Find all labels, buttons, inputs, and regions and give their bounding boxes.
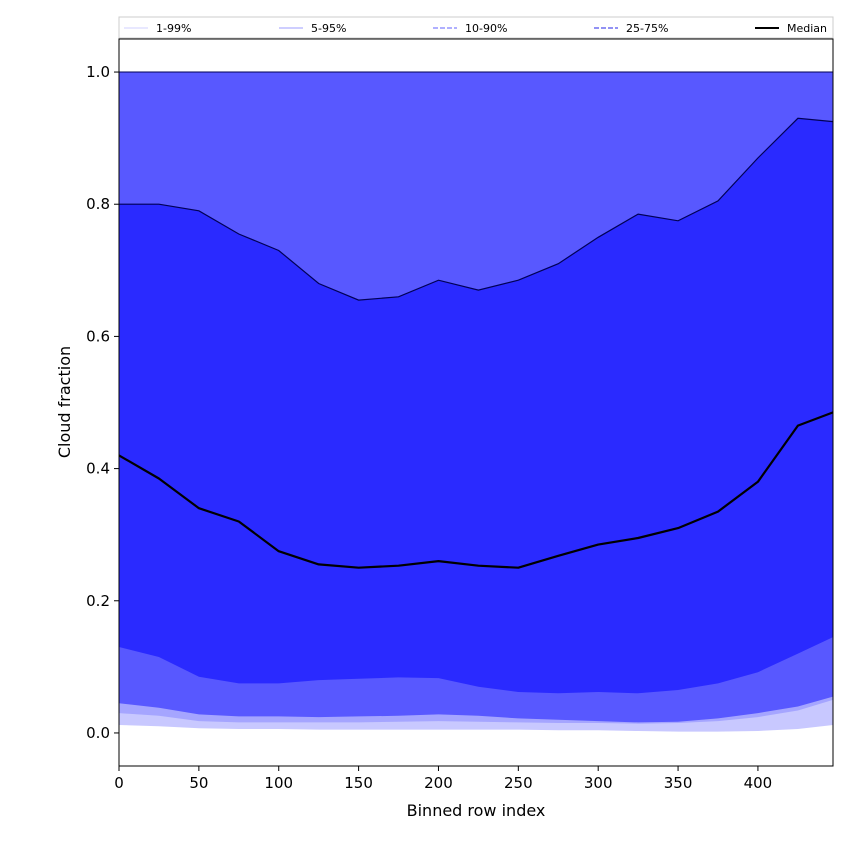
x-tick-label: 400 bbox=[744, 774, 773, 792]
plot-frame bbox=[118, 38, 834, 767]
percentile-lines bbox=[118, 71, 834, 569]
x-axis: 0 50 100 150 200 250 300 350 400 bbox=[114, 766, 772, 792]
legend-label: 1-99% bbox=[156, 22, 191, 35]
x-tick-label: 300 bbox=[584, 774, 613, 792]
y-axis-label: Cloud fraction bbox=[55, 346, 74, 458]
x-tick-label: 100 bbox=[264, 774, 293, 792]
y-tick-label: 0.6 bbox=[86, 327, 110, 345]
y-tick-label: 1.0 bbox=[86, 63, 110, 81]
legend-item-5-95: 5-95% bbox=[279, 22, 346, 35]
band-25-75 bbox=[119, 118, 833, 694]
y-tick-label: 0.2 bbox=[86, 592, 110, 610]
legend: 1-99% 5-95% 10-90% 25-75% Median bbox=[118, 16, 834, 39]
x-tick-label: 350 bbox=[664, 774, 693, 792]
y-tick-label: 0.0 bbox=[86, 724, 110, 742]
legend-label: 25-75% bbox=[626, 22, 668, 35]
x-tick-label: 150 bbox=[344, 774, 373, 792]
y-tick-label: 0.8 bbox=[86, 195, 110, 213]
line-25-75-upper bbox=[119, 117, 834, 301]
series-median-line bbox=[118, 411, 834, 569]
x-tick-label: 50 bbox=[189, 774, 208, 792]
legend-item-1-99: 1-99% bbox=[124, 22, 191, 35]
legend-item-25-75: 25-75% bbox=[594, 22, 668, 35]
y-axis: 0.0 0.2 0.4 0.6 0.8 1.0 bbox=[86, 63, 119, 742]
legend-label: Median bbox=[787, 22, 827, 35]
percentile-bands bbox=[119, 72, 833, 732]
legend-item-10-90: 10-90% bbox=[433, 22, 507, 35]
x-tick-label: 250 bbox=[504, 774, 533, 792]
x-axis-label: Binned row index bbox=[407, 801, 546, 820]
x-tick-label: 200 bbox=[424, 774, 453, 792]
legend-label: 10-90% bbox=[465, 22, 507, 35]
x-tick-label: 0 bbox=[114, 774, 124, 792]
legend-label: 5-95% bbox=[311, 22, 346, 35]
y-tick-label: 0.4 bbox=[86, 460, 110, 478]
legend-box bbox=[118, 16, 834, 39]
legend-item-median: Median bbox=[755, 22, 827, 35]
